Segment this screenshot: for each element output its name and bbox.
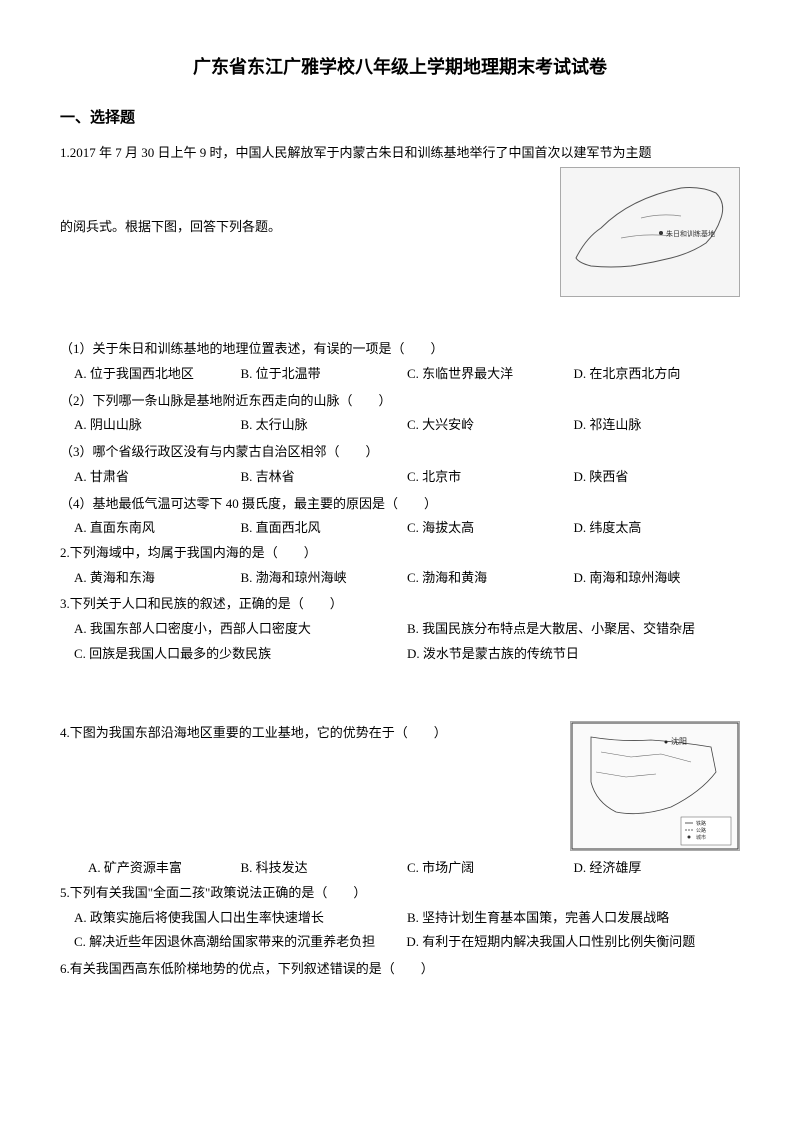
q5-opt-d: D. 有利于在短期内解决我国人口性别比例失衡问题 bbox=[406, 934, 695, 949]
q4-opt-a: A. 矿产资源丰富 bbox=[74, 856, 241, 881]
q3-text: 3.下列关于人口和民族的叙述，正确的是（ ） bbox=[60, 592, 740, 617]
q1-sub1-opt-b: B. 位于北温带 bbox=[241, 362, 408, 387]
q6-text: 6.有关我国西高东低阶梯地势的优点，下列叙述错误的是（ ） bbox=[60, 957, 740, 982]
q1-sub3-opt-c: C. 北京市 bbox=[407, 465, 574, 490]
q5-opt-c: C. 解决近些年因退休高潮给国家带来的沉重养老负担 bbox=[74, 934, 375, 949]
q1-sub4: （4）基地最低气温可达零下 40 摄氏度，最主要的原因是（ ） A. 直面东南风… bbox=[60, 492, 740, 541]
q1-sub1-opt-c: C. 东临世界最大洋 bbox=[407, 362, 574, 387]
svg-text:城市: 城市 bbox=[696, 834, 706, 841]
svg-text:公路: 公路 bbox=[696, 827, 706, 834]
q1-sub1: （1）关于朱日和训练基地的地理位置表述，有误的一项是（ ） A. 位于我国西北地… bbox=[60, 337, 740, 386]
q1-sub2-opt-c: C. 大兴安岭 bbox=[407, 413, 574, 438]
q4-opt-c: C. 市场广阔 bbox=[407, 856, 574, 881]
question-6: 6.有关我国西高东低阶梯地势的优点，下列叙述错误的是（ ） bbox=[60, 957, 740, 982]
q3-opt-b: B. 我国民族分布特点是大散居、小聚居、交错杂居 bbox=[407, 617, 740, 642]
q1-sub2-opt-b: B. 太行山脉 bbox=[241, 413, 408, 438]
q2-opt-c: C. 渤海和黄海 bbox=[407, 566, 574, 591]
q2-opt-a: A. 黄海和东海 bbox=[74, 566, 241, 591]
q1-sub4-opt-a: A. 直面东南风 bbox=[74, 516, 241, 541]
map-image-1: 朱日和训练基地 bbox=[560, 167, 740, 297]
q2-opt-b: B. 渤海和琼州海峡 bbox=[241, 566, 408, 591]
q1-sub2: （2）下列哪一条山脉是基地附近东西走向的山脉（ ） A. 阴山山脉 B. 太行山… bbox=[60, 389, 740, 438]
q1-sub4-text: （4）基地最低气温可达零下 40 摄氏度，最主要的原因是（ ） bbox=[60, 492, 740, 517]
q2-opt-d: D. 南海和琼州海峡 bbox=[574, 566, 741, 591]
q1-sub1-opt-a: A. 位于我国西北地区 bbox=[74, 362, 241, 387]
q1-sub4-opt-d: D. 纬度太高 bbox=[574, 516, 741, 541]
section-header: 一、选择题 bbox=[60, 104, 740, 133]
q3-opt-a: A. 我国东部人口密度小，西部人口密度大 bbox=[74, 617, 407, 642]
q1-intro: 1.2017 年 7 月 30 日上午 9 时，中国人民解放军于内蒙古朱日和训练… bbox=[60, 141, 740, 166]
q1-sub3-text: （3）哪个省级行政区没有与内蒙古自治区相邻（ ） bbox=[60, 440, 740, 465]
q4-opt-d: D. 经济雄厚 bbox=[574, 856, 741, 881]
question-1: 1.2017 年 7 月 30 日上午 9 时，中国人民解放军于内蒙古朱日和训练… bbox=[60, 141, 740, 298]
q1-sub2-opt-a: A. 阴山山脉 bbox=[74, 413, 241, 438]
q1-sub4-opt-c: C. 海拔太高 bbox=[407, 516, 574, 541]
question-4: 沈阳 铁路 公路 城市 4.下图为我国东部沿海地区重要的工业基地，它的优势在于（… bbox=[60, 721, 740, 851]
map-image-2: 沈阳 铁路 公路 城市 bbox=[570, 721, 740, 851]
svg-text:朱日和训练基地: 朱日和训练基地 bbox=[666, 229, 715, 238]
q1-sub2-text: （2）下列哪一条山脉是基地附近东西走向的山脉（ ） bbox=[60, 389, 740, 414]
q1-sub3-opt-a: A. 甘肃省 bbox=[74, 465, 241, 490]
q1-sub3: （3）哪个省级行政区没有与内蒙古自治区相邻（ ） A. 甘肃省 B. 吉林省 C… bbox=[60, 440, 740, 489]
question-2: 2.下列海域中，均属于我国内海的是（ ） A. 黄海和东海 B. 渤海和琼州海峡… bbox=[60, 541, 740, 590]
q1-sub3-opt-b: B. 吉林省 bbox=[241, 465, 408, 490]
page-title: 广东省东江广雅学校八年级上学期地理期末考试试卷 bbox=[60, 50, 740, 84]
q1-sub2-opt-d: D. 祁连山脉 bbox=[574, 413, 741, 438]
svg-text:铁路: 铁路 bbox=[696, 820, 706, 827]
svg-text:沈阳: 沈阳 bbox=[671, 736, 687, 746]
question-3: 3.下列关于人口和民族的叙述，正确的是（ ） A. 我国东部人口密度小，西部人口… bbox=[60, 592, 740, 666]
q4-opt-b: B. 科技发达 bbox=[241, 856, 408, 881]
q1-sub3-opt-d: D. 陕西省 bbox=[574, 465, 741, 490]
q1-sub4-opt-b: B. 直面西北风 bbox=[241, 516, 408, 541]
q1-sub1-text: （1）关于朱日和训练基地的地理位置表述，有误的一项是（ ） bbox=[60, 337, 740, 362]
q5-opt-a: A. 政策实施后将使我国人口出生率快速增长 bbox=[74, 906, 407, 931]
q2-text: 2.下列海域中，均属于我国内海的是（ ） bbox=[60, 541, 740, 566]
question-5: 5.下列有关我国"全面二孩"政策说法正确的是（ ） A. 政策实施后将使我国人口… bbox=[60, 881, 740, 955]
q1-sub1-opt-d: D. 在北京西北方向 bbox=[574, 362, 741, 387]
q3-opt-c: C. 回族是我国人口最多的少数民族 bbox=[74, 642, 407, 667]
q5-opt-b: B. 坚持计划生育基本国策，完善人口发展战略 bbox=[407, 906, 740, 931]
q5-text: 5.下列有关我国"全面二孩"政策说法正确的是（ ） bbox=[60, 881, 740, 906]
q3-opt-d: D. 泼水节是蒙古族的传统节日 bbox=[407, 642, 740, 667]
